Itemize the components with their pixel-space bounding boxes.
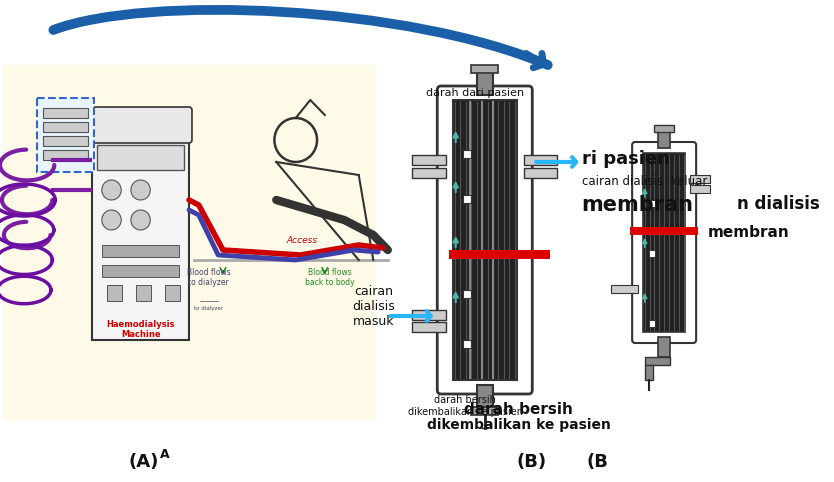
Text: darah dari pasien: darah dari pasien [426, 88, 524, 98]
FancyBboxPatch shape [89, 107, 192, 143]
Circle shape [131, 210, 150, 230]
Text: darah bersih
dikembalikan ke pasien: darah bersih dikembalikan ke pasien [408, 395, 523, 416]
FancyBboxPatch shape [37, 98, 94, 172]
Bar [43, 150, 88, 160]
Bar [412, 322, 446, 332]
Bar [471, 407, 499, 415]
Bar [107, 285, 122, 301]
Text: dikembalikan ke pasien: dikembalikan ke pasien [427, 418, 610, 432]
Bar [92, 110, 189, 340]
Bar [453, 100, 517, 380]
Bar [524, 168, 557, 178]
Text: cairan dialisis  keluar: cairan dialisis keluar [582, 175, 707, 188]
Bar [97, 145, 184, 170]
Bar [649, 200, 656, 207]
Bar [43, 122, 88, 132]
Bar [477, 385, 493, 407]
FancyBboxPatch shape [632, 142, 696, 343]
Bar [658, 130, 670, 148]
Bar [136, 285, 151, 301]
Text: cairan
dialisis
masuk: cairan dialisis masuk [352, 285, 394, 328]
Text: Blood flows
back to body: Blood flows back to body [305, 268, 354, 287]
Text: ──────
to dialyzer: ────── to dialyzer [194, 300, 223, 311]
Text: Access: Access [286, 236, 317, 245]
Bar [524, 155, 557, 165]
Text: n dialisis: n dialisis [737, 195, 820, 213]
Text: Haemodialysis
Machine: Haemodialysis Machine [106, 320, 175, 339]
Bar [43, 108, 88, 118]
Bar [3, 65, 376, 420]
Text: (A): (A) [128, 453, 158, 471]
Bar [471, 65, 499, 73]
Circle shape [102, 180, 121, 200]
Bar [645, 357, 670, 365]
Bar [645, 365, 652, 380]
Text: membran: membran [708, 225, 790, 240]
Bar [412, 310, 446, 320]
Bar [102, 245, 179, 257]
Circle shape [131, 180, 150, 200]
Bar [649, 250, 656, 257]
Bar [102, 265, 179, 277]
Bar [610, 285, 638, 293]
Bar [464, 150, 471, 158]
Bar [658, 337, 670, 357]
Text: Blood flows
to dialyzer: Blood flows to dialyzer [187, 268, 230, 287]
Bar [655, 125, 674, 132]
Bar [412, 155, 446, 165]
Bar [643, 153, 686, 332]
Text: membran: membran [582, 195, 694, 215]
Bar [43, 136, 88, 146]
Bar [464, 340, 471, 348]
Bar [631, 227, 698, 235]
Bar [464, 290, 471, 298]
Text: darah bersih: darah bersih [465, 402, 573, 417]
Text: ri pasien: ri pasien [582, 150, 670, 168]
Text: (B: (B [586, 453, 609, 471]
FancyBboxPatch shape [437, 86, 532, 394]
Bar [691, 175, 710, 183]
Circle shape [102, 210, 121, 230]
Text: (B): (B) [516, 453, 546, 471]
Bar [165, 285, 180, 301]
Bar [477, 70, 493, 95]
Bar [649, 320, 656, 327]
Bar [691, 185, 710, 193]
Bar [449, 250, 550, 259]
Bar [412, 168, 446, 178]
Text: A: A [160, 448, 169, 461]
Bar [464, 195, 471, 203]
